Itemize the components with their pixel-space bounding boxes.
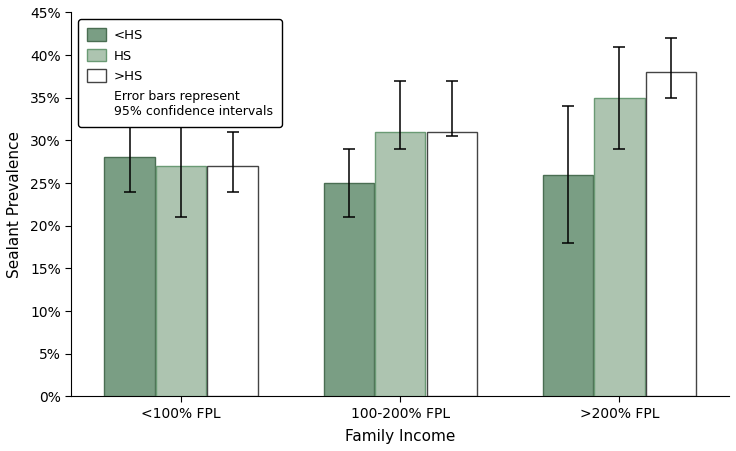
Bar [208, 166, 258, 396]
Bar [156, 166, 206, 396]
Bar [105, 157, 155, 396]
Y-axis label: Sealant Prevalence: Sealant Prevalence [7, 131, 22, 278]
X-axis label: Family Income: Family Income [345, 429, 456, 444]
Bar [375, 132, 425, 396]
Bar [542, 175, 593, 396]
Legend: <HS, HS, >HS, Error bars represent
95% confidence intervals: <HS, HS, >HS, Error bars represent 95% c… [78, 19, 282, 127]
Bar [594, 98, 645, 396]
Bar [427, 132, 477, 396]
Bar [645, 72, 696, 396]
Bar [324, 183, 374, 396]
